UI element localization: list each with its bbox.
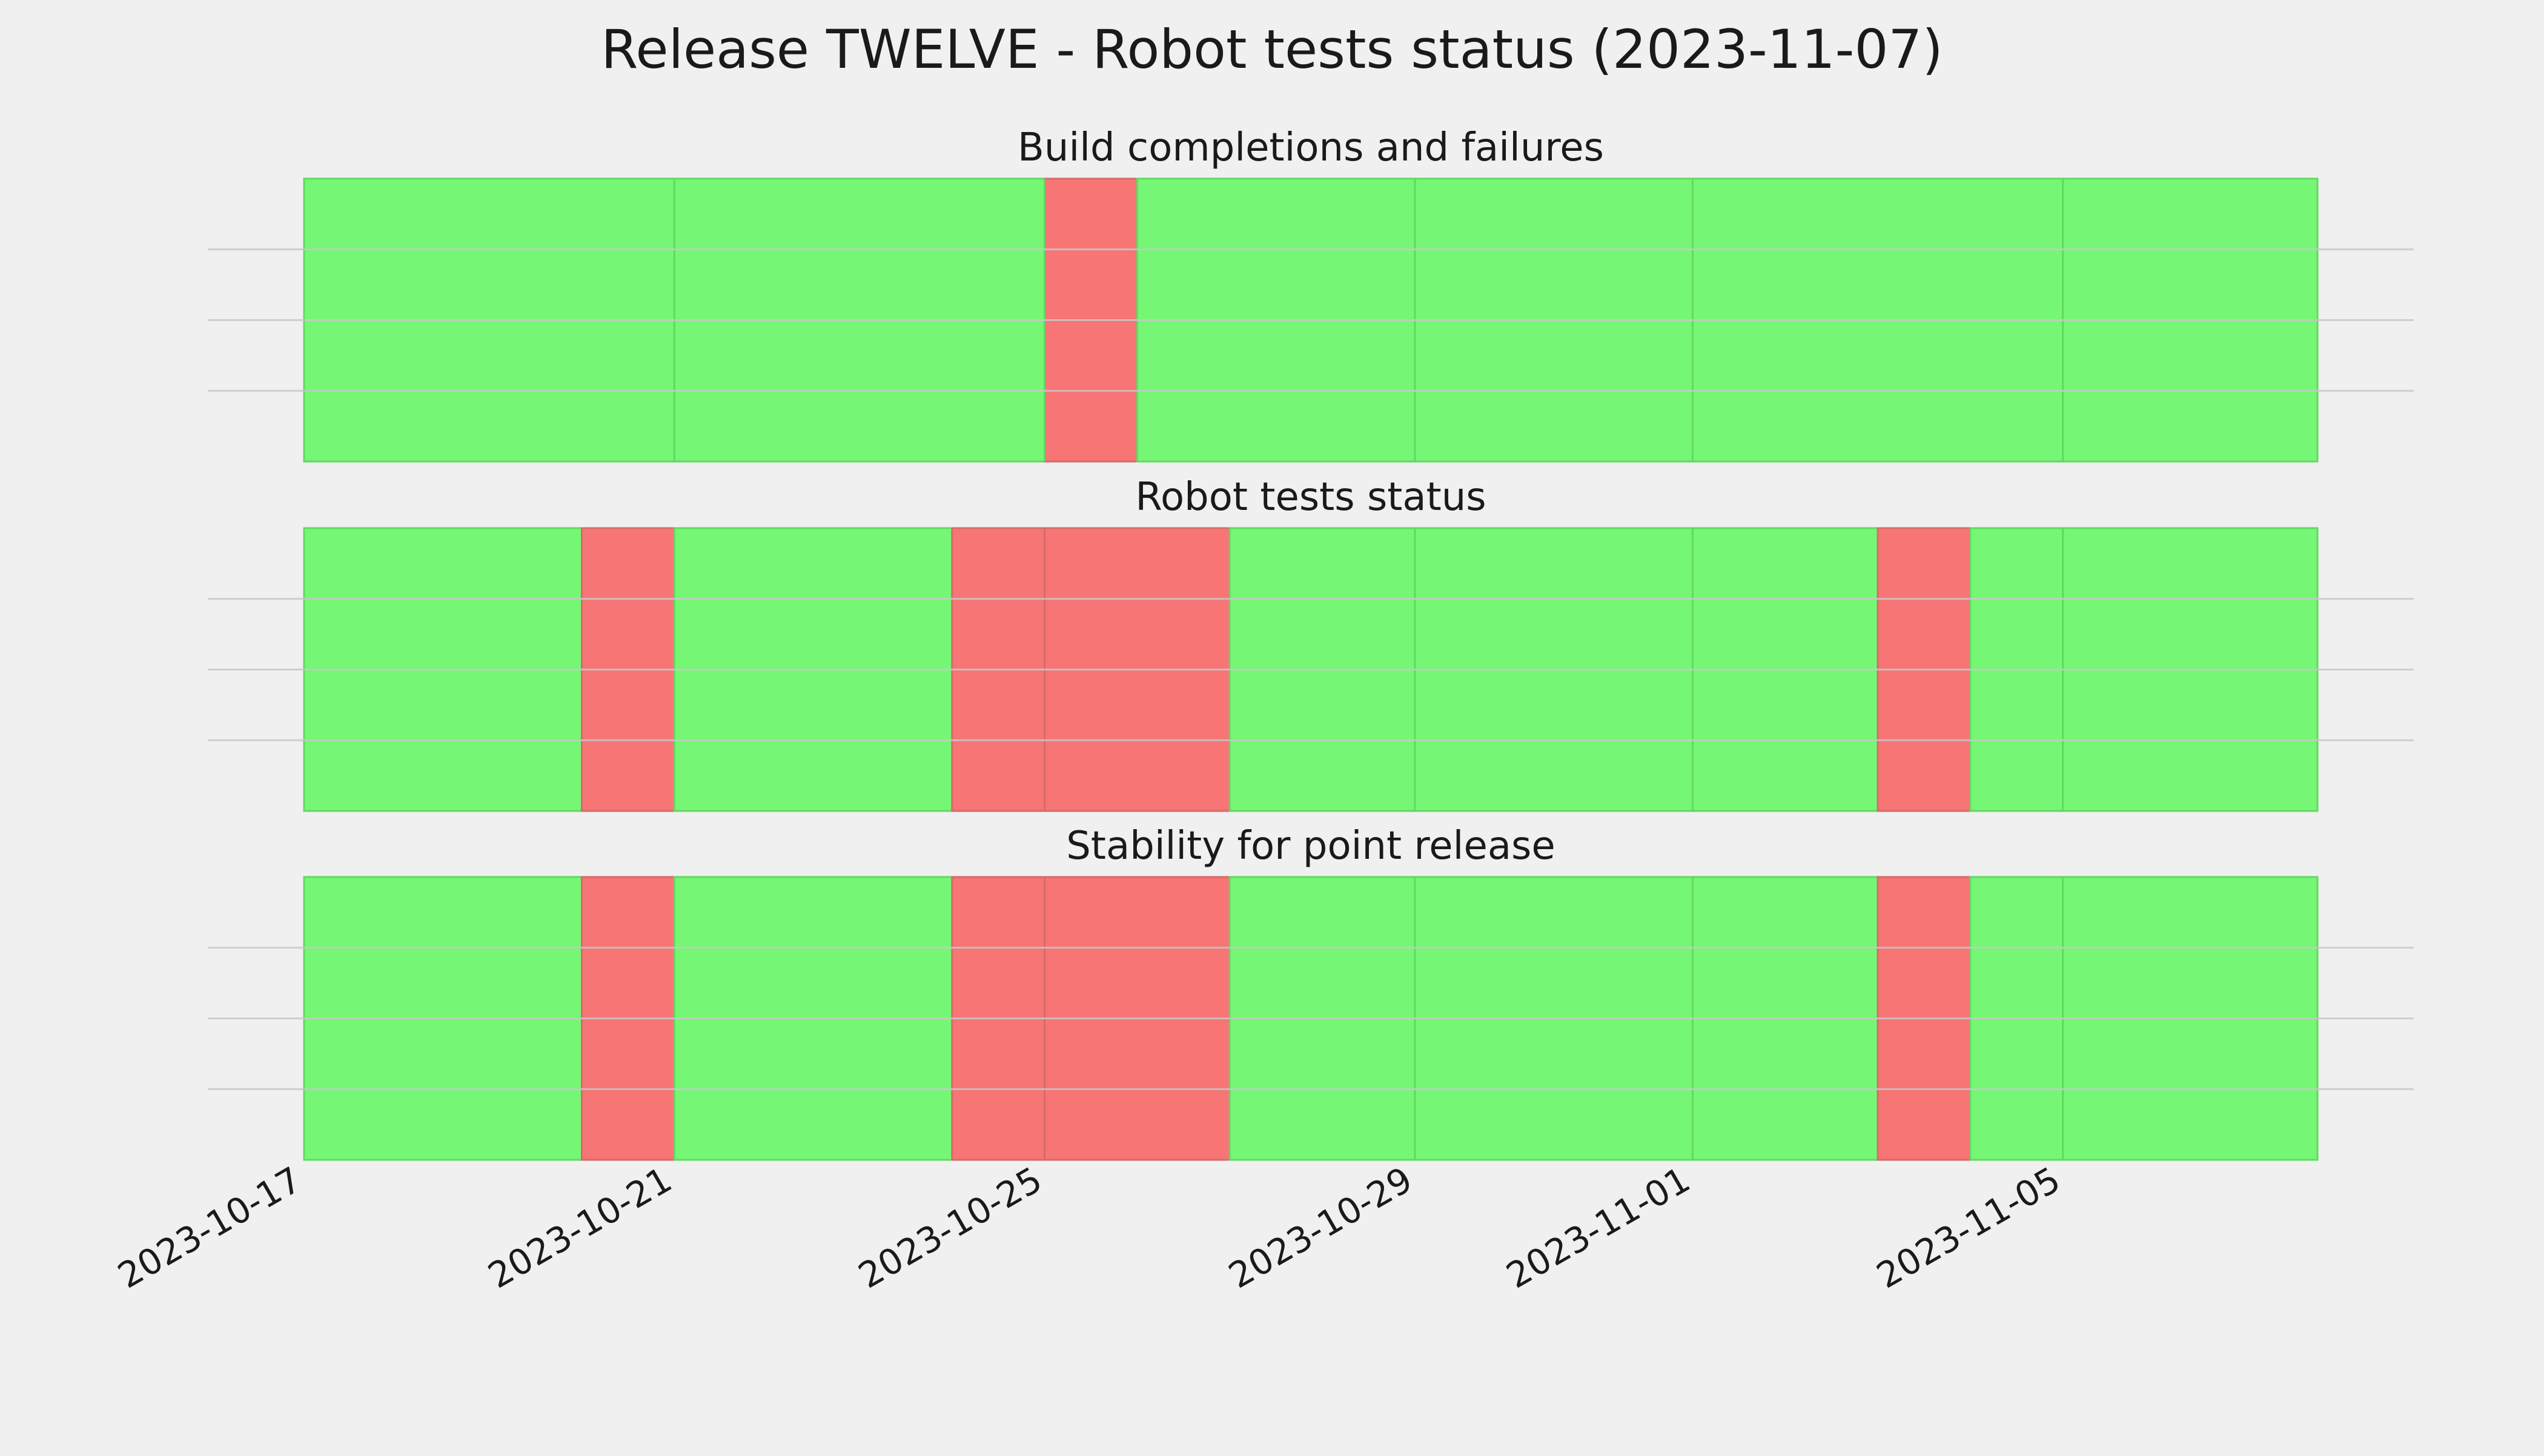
x-tick-label: 2023-10-29 xyxy=(1222,1159,1419,1296)
panel-title: Robot tests status xyxy=(1135,475,1486,520)
x-tick-label: 2023-10-25 xyxy=(852,1159,1049,1296)
chart-title: Release TWELVE - Robot tests status (202… xyxy=(601,18,1943,81)
x-tick-label: 2023-10-21 xyxy=(481,1159,678,1296)
x-tick-label: 2023-10-17 xyxy=(111,1159,308,1296)
x-tick-label: 2023-11-05 xyxy=(1870,1159,2067,1296)
x-tick-label: 2023-11-01 xyxy=(1499,1159,1697,1296)
panel-title: Build completions and failures xyxy=(1018,125,1604,170)
panel-title: Stability for point release xyxy=(1066,824,1555,869)
